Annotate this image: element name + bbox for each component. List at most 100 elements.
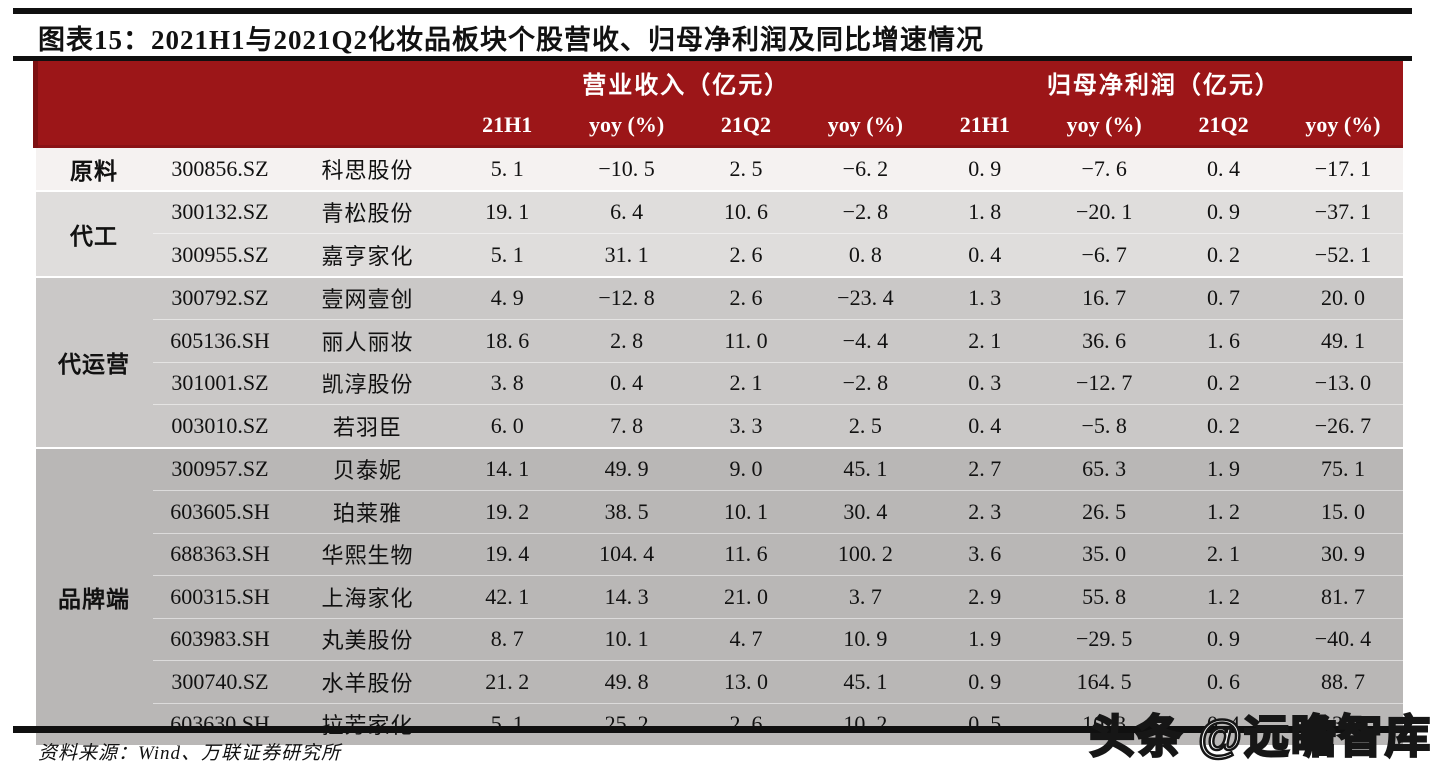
- value-cell: 25. 2: [566, 702, 687, 745]
- company-name: 凯淳股份: [287, 361, 448, 405]
- stock-code: 300957.SZ: [152, 446, 288, 491]
- company-name: 丸美股份: [287, 617, 448, 661]
- value-cell: 0. 2: [1163, 361, 1284, 405]
- col-group-header: 归母净利润（亿元）: [925, 61, 1403, 104]
- table-row: 603630.SH拉芳家化5. 125. 22. 610. 20. 510. 3…: [35, 702, 1403, 745]
- value-cell: 2. 5: [686, 145, 806, 191]
- top-rule: [13, 8, 1412, 14]
- value-cell: 0. 2: [1163, 233, 1284, 277]
- stock-code: 600315.SH: [152, 575, 288, 618]
- table-row: 605136.SH 丽人丽妆 18. 6 2. 8 11. 0 −4. 4 2. 1 36. …: [35, 319, 1403, 362]
- company-name: 壹网壹创: [287, 275, 448, 320]
- value-cell: −17. 1: [1283, 145, 1403, 191]
- value-cell: 26. 5: [1044, 490, 1164, 533]
- group-label: 代工: [35, 189, 153, 277]
- value-cell: 3. 7: [805, 575, 926, 618]
- sub-header-cell: 21Q2: [686, 104, 806, 148]
- value-cell: 164. 5: [1044, 660, 1164, 703]
- value-cell: −10. 5: [566, 145, 687, 191]
- header-corner-cell: [32, 61, 448, 148]
- value-cell: 0. 3: [925, 361, 1045, 405]
- value-cell: 10. 1: [686, 490, 806, 533]
- company-name: 珀莱雅: [287, 490, 448, 533]
- value-cell: 0. 4: [925, 404, 1045, 448]
- value-cell: 100. 2: [805, 532, 926, 576]
- stock-code: 300740.SZ: [152, 660, 288, 703]
- value-cell: 0. 7: [1163, 275, 1284, 320]
- value-cell: 49. 8: [566, 660, 687, 703]
- value-cell: 3. 3: [686, 404, 806, 448]
- col-group-header: 营业收入（亿元）: [447, 61, 926, 104]
- stock-code: 688363.SH: [152, 532, 288, 576]
- value-cell: 0. 5: [925, 702, 1045, 745]
- value-cell: 0. 9: [925, 145, 1045, 191]
- company-name: 若羽臣: [287, 404, 448, 448]
- sub-header-cell: yoy (%): [805, 104, 926, 148]
- table-row: 003010.SZ 若羽臣 6. 0 7. 8 3. 3 2. 5 0. 4 −5. 8 0. …: [35, 404, 1403, 448]
- value-cell: 2. 6: [686, 233, 806, 277]
- value-cell: 104. 4: [566, 532, 687, 576]
- value-cell: 88. 7: [1283, 660, 1403, 703]
- value-cell: −20. 1: [1044, 189, 1164, 234]
- value-cell: 31. 1: [566, 233, 687, 277]
- value-cell: 8. 7: [447, 617, 567, 661]
- value-cell: 0. 9: [925, 660, 1045, 703]
- value-cell: 0. 4: [1163, 145, 1284, 191]
- table-row: 600315.SH 上海家化 42. 1 14. 3 21. 0 3. 7 2. 9 55. …: [35, 575, 1403, 618]
- value-cell: 0. 9: [1163, 617, 1284, 661]
- value-cell: 1. 6: [1163, 319, 1284, 362]
- value-cell: −7. 6: [1044, 145, 1164, 191]
- table-row: 原料 300856.SZ 科思股份 5. 1 −10. 5 2. 5 −6. 2 0. 9 −7…: [35, 145, 1403, 191]
- watermark: 头条 @远瞻智库: [1088, 710, 1432, 764]
- value-cell: 0. 9: [1163, 189, 1284, 234]
- value-cell: −40. 4: [1283, 617, 1403, 661]
- value-cell: 21. 0: [686, 575, 806, 618]
- stock-code: 300792.SZ: [152, 275, 288, 320]
- value-cell: −6. 7: [1044, 233, 1164, 277]
- value-cell: 3. 6: [925, 532, 1045, 576]
- value-cell: 0. 4: [566, 361, 687, 405]
- value-cell: 11. 0: [686, 319, 806, 362]
- value-cell: 18. 6: [447, 319, 567, 362]
- value-cell: 10. 6: [686, 189, 806, 234]
- value-cell: 14. 3: [566, 575, 687, 618]
- value-cell: 30. 4: [805, 490, 926, 533]
- value-cell: 2. 6: [686, 702, 806, 745]
- value-cell: 5. 1: [447, 145, 567, 191]
- group-label: 代运营: [35, 275, 153, 448]
- stock-code: 605136.SH: [152, 319, 288, 362]
- value-cell: 49. 9: [566, 446, 687, 491]
- value-cell: 36. 6: [1044, 319, 1164, 362]
- value-cell: −12. 7: [1044, 361, 1164, 405]
- value-cell: 2. 1: [1163, 532, 1284, 576]
- company-name: 青松股份: [287, 189, 448, 234]
- value-cell: 3. 8: [447, 361, 567, 405]
- value-cell: 1. 3: [925, 275, 1045, 320]
- value-cell: −12. 8: [566, 275, 687, 320]
- value-cell: 6. 4: [566, 189, 687, 234]
- value-cell: 19. 1: [447, 189, 567, 234]
- value-cell: 5. 1: [447, 702, 567, 745]
- sub-header-cell: yoy (%): [566, 104, 687, 148]
- company-name: 丽人丽妆: [287, 319, 448, 362]
- sub-header-cell: 21H1: [447, 104, 567, 148]
- value-cell: 10. 1: [566, 617, 687, 661]
- value-cell: 0. 2: [1163, 404, 1284, 448]
- company-name: 贝泰妮: [287, 446, 448, 491]
- value-cell: 10. 2: [805, 702, 926, 745]
- table-header: 营业收入（亿元） 归母净利润（亿元） 21H1 yoy (%) 21Q2 yoy (%)…: [32, 61, 1403, 148]
- company-name: 华熙生物: [287, 532, 448, 576]
- table-row: 300740.SZ 水羊股份 21. 2 49. 8 13. 0 45. 1 0. 9 164…: [35, 660, 1403, 703]
- value-cell: 2. 3: [925, 490, 1045, 533]
- header-row-columns: 21H1 yoy (%) 21Q2 yoy (%) 21H1 yoy (%) 21Q2 yoy…: [36, 104, 1403, 148]
- figure-title: 图表15：2021H1与2021Q2化妆品板块个股营收、归母净利润及同比增速情况: [38, 25, 985, 55]
- sub-header-cell: 21H1: [925, 104, 1045, 148]
- company-name: 科思股份: [287, 145, 448, 191]
- value-cell: 0. 8: [805, 233, 926, 277]
- company-name: 拉芳家化: [287, 702, 448, 745]
- value-cell: 2. 8: [566, 319, 687, 362]
- value-cell: 1. 2: [1163, 575, 1284, 618]
